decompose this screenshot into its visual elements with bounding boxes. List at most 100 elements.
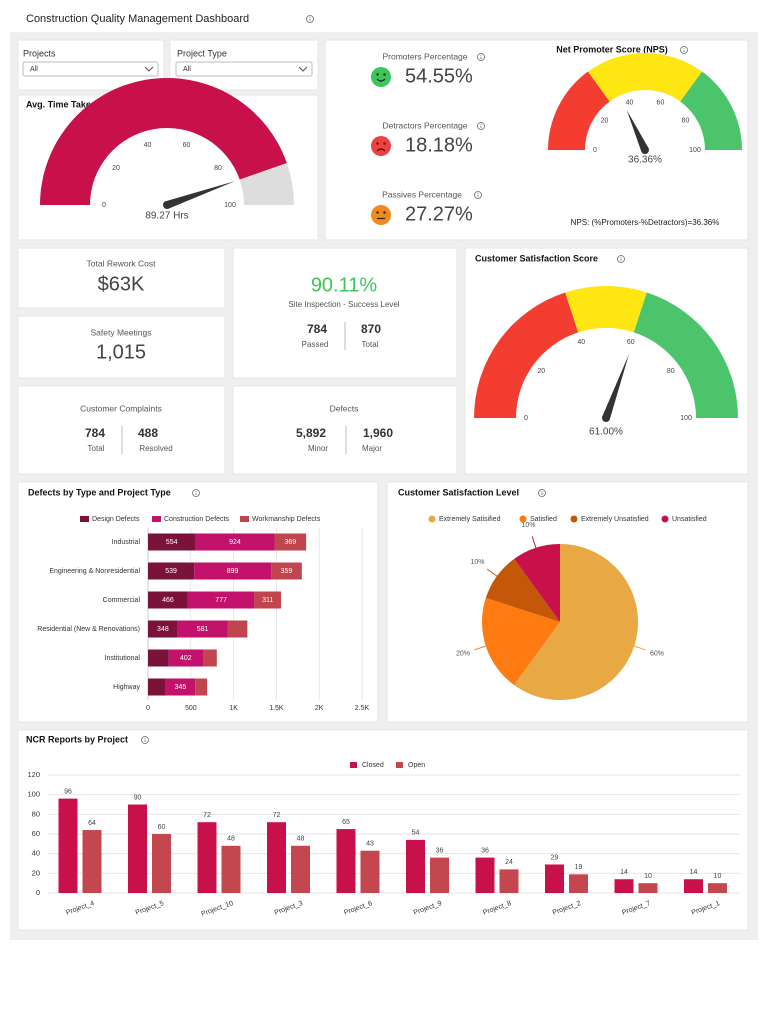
bar: [336, 829, 356, 893]
data-label: 60%: [650, 650, 664, 657]
y-tick-label: 80: [32, 809, 40, 818]
x-tick-label: 1K: [229, 705, 238, 712]
x-tick-label: 1.5K: [269, 705, 284, 712]
gauge-tick-label: 40: [144, 142, 152, 149]
kpi-value: 784: [307, 322, 327, 336]
needle-hub: [602, 414, 610, 422]
dropdown-value[interactable]: All: [30, 66, 38, 73]
kpi-value: 488: [138, 426, 158, 440]
bar-segment: [227, 620, 248, 638]
gauge-tick-label: 80: [214, 165, 222, 172]
gauge-value: 36.36%: [628, 155, 662, 166]
gauge-band: [680, 71, 742, 150]
gauge-tick-label: 0: [593, 147, 597, 154]
dropdown[interactable]: [175, 61, 313, 77]
data-label: 24: [505, 859, 513, 866]
kpi-label: Total: [88, 444, 105, 453]
y-tick-label: 40: [32, 849, 40, 858]
y-tick-label: 20: [32, 868, 40, 877]
gauge-tick-label: 80: [682, 117, 690, 124]
bar-segment: [271, 562, 302, 580]
gauge-band: [633, 292, 738, 418]
bar-segment: [254, 591, 282, 609]
x-tick-label: 500: [185, 705, 197, 712]
chevron[interactable]: [298, 66, 308, 72]
bar: [128, 804, 147, 893]
card-title: NCR Reports by Project: [26, 734, 128, 744]
bar-segment: [148, 649, 169, 667]
gauge-band: [565, 286, 647, 333]
data-label: 48: [227, 836, 235, 843]
y-tick-label: 0: [36, 888, 40, 897]
gauge-band: [474, 292, 579, 418]
gauge-tick-label: 60: [183, 142, 191, 149]
kpi-value: 90.11%: [311, 274, 378, 296]
defects-chart: 0 500 1K 1.5K 2K 2.5K Design Defects Constructi…: [37, 516, 369, 712]
data-label: 359: [281, 568, 293, 575]
gauge-needle: [602, 354, 630, 420]
kpi-label: Major: [362, 444, 382, 453]
leader-line: [486, 568, 498, 577]
bar: [221, 845, 241, 893]
data-label: 10%: [521, 522, 535, 529]
card-title: Customer Satisfaction Level: [398, 487, 519, 497]
pie-slice: [514, 544, 639, 700]
gauge-band: [587, 52, 703, 102]
gauge-tick-label: 80: [667, 368, 675, 375]
kpi-value: 870: [361, 322, 381, 336]
bar: [152, 834, 171, 893]
data-label: 899: [227, 568, 239, 575]
bar-segment: [203, 649, 217, 667]
bar: [475, 857, 495, 893]
card-title: Defects by Type and Project Type: [28, 487, 171, 497]
kpi-value: 784: [85, 426, 105, 440]
data-label: 54: [412, 830, 420, 837]
data-label: 29: [551, 854, 559, 861]
legend-marker: [661, 515, 669, 523]
kpi-label: Total Rework Cost: [87, 258, 157, 268]
dropdown[interactable]: [22, 61, 159, 77]
bar-segment: [274, 533, 307, 551]
bar: [545, 864, 564, 893]
kpi-value: $63K: [98, 273, 145, 295]
data-label: 554: [166, 539, 178, 546]
gauge-track: [239, 162, 294, 205]
bar: [58, 798, 78, 893]
kpi-value: 1,960: [363, 426, 393, 440]
y-tick-label: 60: [32, 829, 40, 838]
gauge-needle: [165, 181, 235, 209]
data-label: 777: [215, 597, 227, 604]
bar: [614, 879, 634, 893]
leader-line: [531, 536, 537, 548]
card: [232, 247, 458, 379]
legend-label: Satisfied: [530, 516, 557, 523]
data-label: 65: [342, 819, 350, 826]
gauge-tick-label: 20: [537, 368, 545, 375]
kpi-value: 5,892: [296, 426, 326, 440]
gauge-band: [548, 71, 610, 150]
gauge-tick-label: 100: [680, 415, 692, 422]
legend-marker: [396, 762, 403, 768]
dropdown-value[interactable]: All: [183, 66, 191, 73]
chevron[interactable]: [144, 66, 154, 72]
legend-marker: [152, 516, 161, 522]
legend-label: Construction Defects: [164, 516, 229, 523]
card: [17, 315, 226, 379]
x-tick-label: 0: [146, 705, 150, 712]
gauge-tick-label: 100: [689, 147, 701, 154]
bar: [499, 869, 519, 893]
y-tick-label: Commercial: [103, 597, 141, 604]
card: [17, 247, 226, 309]
y-tick-label: 100: [27, 790, 40, 799]
info-icon[interactable]: [306, 15, 314, 23]
data-label: 581: [197, 626, 209, 633]
bar: [684, 879, 703, 893]
data-label: 345: [175, 684, 187, 691]
data-label: 20%: [456, 650, 470, 657]
legend-marker: [519, 515, 527, 523]
bar: [708, 883, 727, 893]
y-tick-label: Institutional: [105, 655, 141, 662]
card: [232, 385, 458, 475]
